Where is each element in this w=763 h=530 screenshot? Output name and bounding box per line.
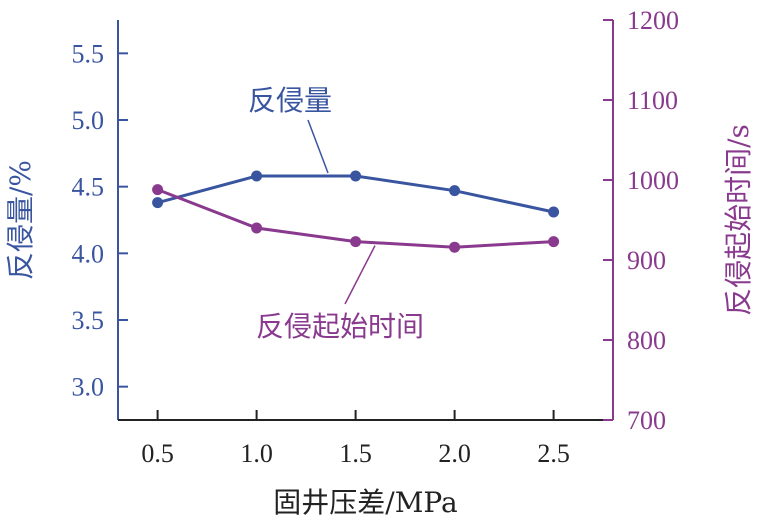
y-left-tick-label: 4.0 <box>72 239 105 268</box>
y-left-tick-label: 5.5 <box>72 39 105 68</box>
y-right-tick-label: 900 <box>627 246 666 275</box>
chart-ticks: 3.0 3.5 4.0 4.5 5.0 5.5 700 800 900 1000 1100 1200 0… <box>72 6 680 468</box>
series-2-point <box>548 236 560 248</box>
y-axis-right-title: 反侵起始时间/s <box>722 124 755 316</box>
series-2-leader-line <box>344 245 376 305</box>
y-right-tick-label: 1100 <box>627 86 678 115</box>
series-1-point <box>350 170 362 182</box>
y-right-tick-label: 700 <box>627 406 666 435</box>
x-tick-label: 2.0 <box>438 439 471 468</box>
series-1-point <box>152 197 164 209</box>
y-left-tick-label: 5.0 <box>72 106 105 135</box>
x-axis-title: 固井压差/MPa <box>273 486 457 519</box>
y-right-tick-label: 1000 <box>627 166 679 195</box>
y-axis-left-title: 反侵量/% <box>4 160 37 280</box>
series-2-point <box>350 236 362 248</box>
y-right-tick-label: 800 <box>627 326 666 355</box>
series-2-point <box>449 241 461 253</box>
series-1-point <box>251 170 263 182</box>
y-left-tick-label: 3.0 <box>72 373 105 402</box>
x-tick-label: 0.5 <box>141 439 174 468</box>
series-2-annotation: 反侵起始时间 <box>256 310 424 343</box>
series-1-point <box>548 206 560 218</box>
chart-lines <box>152 170 560 253</box>
x-tick-label: 2.5 <box>537 439 570 468</box>
x-tick-label: 1.0 <box>240 439 273 468</box>
chart-axes <box>117 20 614 421</box>
series-1-point <box>449 185 461 197</box>
series-1-annotation: 反侵量 <box>248 84 332 117</box>
y-right-tick-label: 1200 <box>627 6 679 35</box>
y-left-tick-label: 3.5 <box>72 306 105 335</box>
series-2-point <box>251 222 263 234</box>
series-2-point <box>152 184 164 196</box>
y-left-tick-label: 4.5 <box>72 173 105 202</box>
series-1-leader-line <box>307 119 329 174</box>
x-tick-label: 1.5 <box>339 439 372 468</box>
